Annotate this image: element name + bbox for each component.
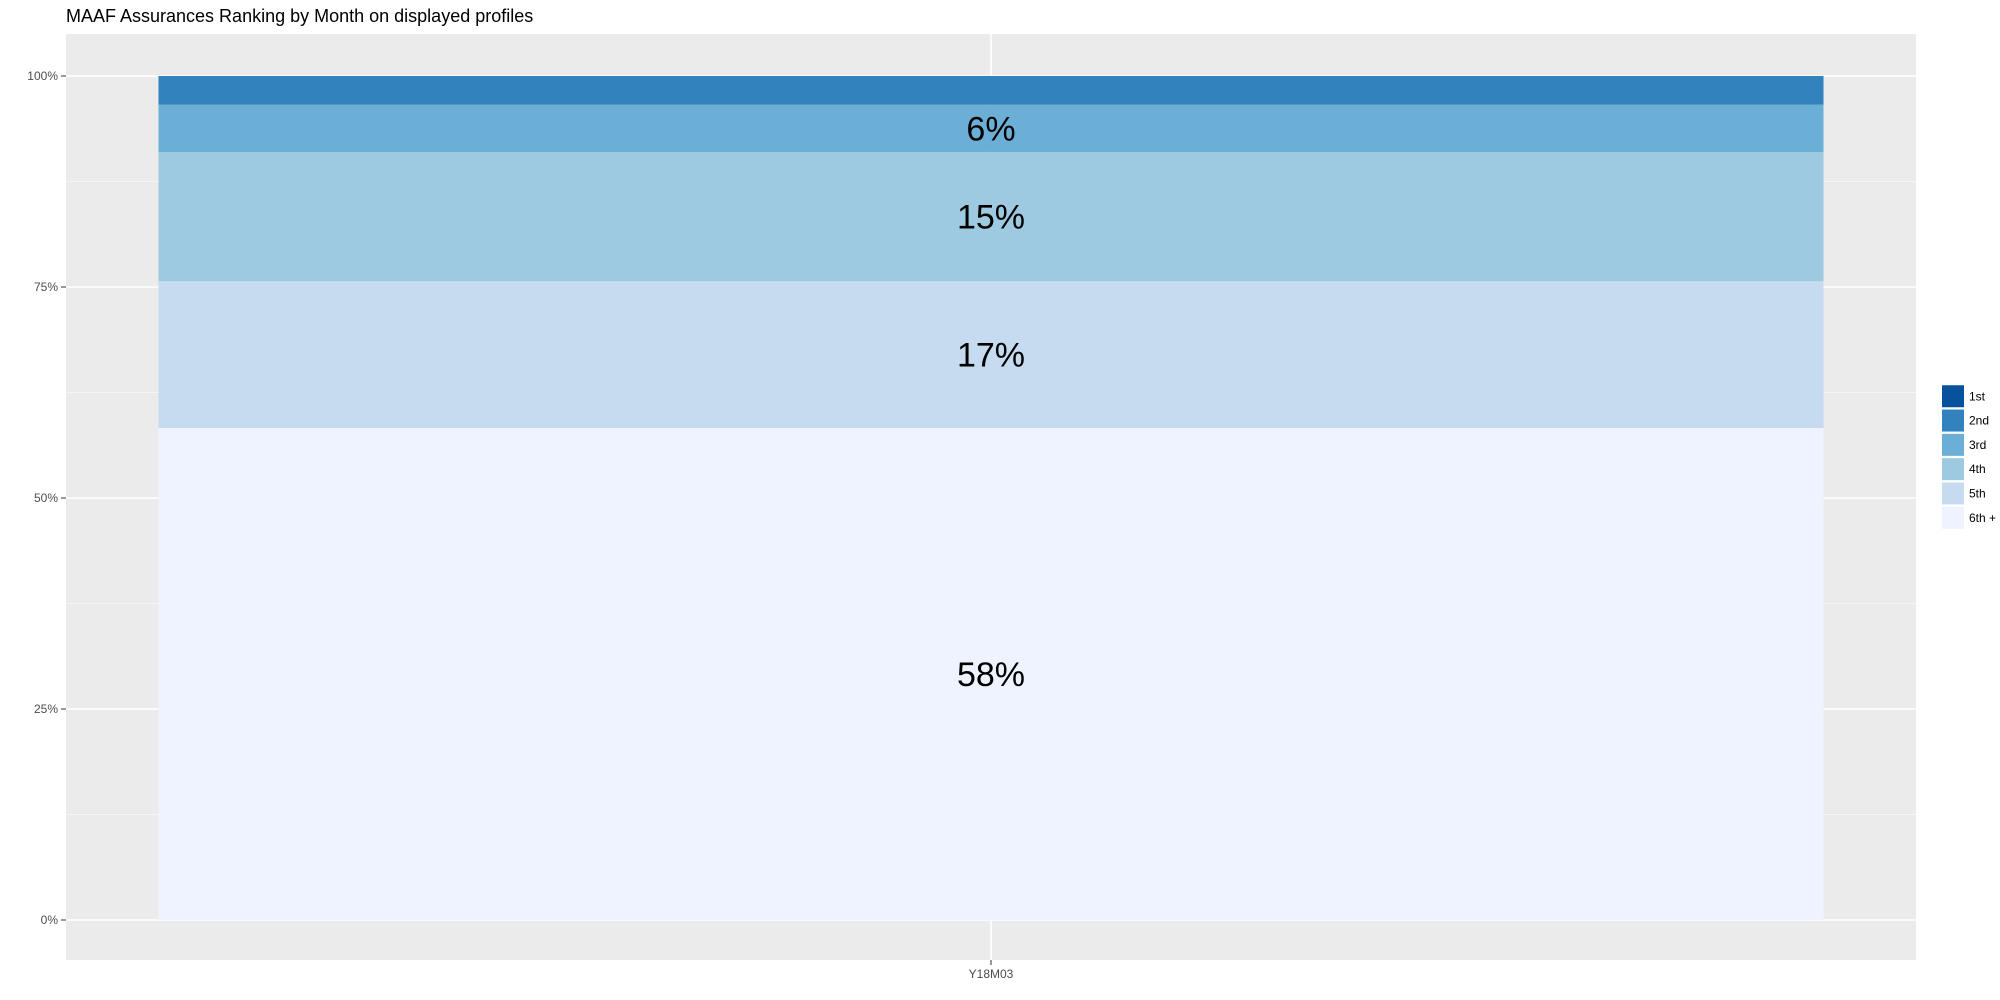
y-tick-label: 100% bbox=[27, 69, 58, 83]
legend-key bbox=[1942, 482, 1964, 505]
bar-segment-3rd bbox=[158, 104, 1824, 152]
legend-key bbox=[1942, 385, 1964, 408]
bar-segment-5th bbox=[158, 281, 1824, 428]
y-tick-label: 75% bbox=[34, 280, 58, 294]
legend-label: 1st bbox=[1969, 389, 1986, 403]
legend-label: 6th + bbox=[1969, 511, 1996, 525]
axes: Y18M03 0% 25% 50% 75% 100% bbox=[27, 69, 1013, 981]
legend-key bbox=[1942, 433, 1964, 456]
legend-key bbox=[1942, 409, 1964, 432]
legend: 1st 2nd 3rd 4th 5th 6th + bbox=[1942, 385, 1996, 529]
legend-label: 5th bbox=[1969, 486, 1986, 500]
data-label: 15% bbox=[957, 199, 1025, 237]
stacked-bar bbox=[158, 76, 1824, 920]
legend-label: 2nd bbox=[1969, 414, 1989, 428]
data-label: 6% bbox=[966, 110, 1015, 148]
data-labels: 58% 17% 15% 6% bbox=[957, 110, 1025, 694]
y-tick-label: 0% bbox=[41, 913, 59, 927]
bar-segment-4th bbox=[158, 151, 1824, 282]
legend-key bbox=[1942, 506, 1964, 529]
data-label: 58% bbox=[957, 656, 1025, 694]
legend-label: 4th bbox=[1969, 462, 1986, 476]
y-tick-label: 50% bbox=[34, 491, 58, 505]
data-label: 17% bbox=[957, 337, 1025, 375]
chart-title: MAAF Assurances Ranking by Month on disp… bbox=[66, 6, 533, 26]
y-tick-label: 25% bbox=[34, 702, 58, 716]
bar-segment-2nd bbox=[158, 76, 1824, 105]
bar-segment-6th bbox=[158, 427, 1824, 920]
x-tick-label: Y18M03 bbox=[969, 967, 1014, 981]
legend-label: 3rd bbox=[1969, 438, 1986, 452]
legend-key bbox=[1942, 458, 1964, 481]
